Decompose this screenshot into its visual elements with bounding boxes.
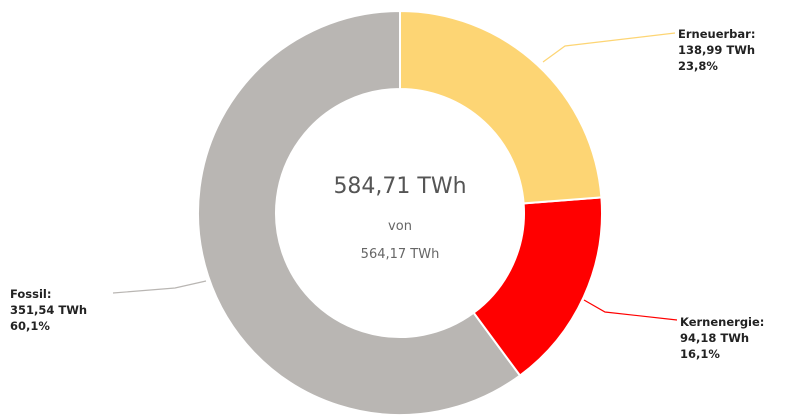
center-total: 584,71 TWh [333,174,466,199]
slice [399,9,603,205]
slice [472,196,603,377]
slice-label: Kernenergie: [680,315,764,329]
slice-percent-label: 60,1% [10,319,50,333]
leader-line [112,280,207,294]
slice-percent-label: 16,1% [680,347,720,361]
slice-label: Erneuerbar: [678,27,755,41]
slice [197,9,522,416]
leader-line [542,32,676,63]
slice-value-label: 94,18 TWh [680,331,749,345]
slice-value-label: 351,54 TWh [10,303,87,317]
slice-percent-label: 23,8% [678,59,718,73]
slice-label: Fossil: [10,287,51,301]
center-of: von [388,219,412,234]
center-reference: 564,17 TWh [361,247,440,262]
slice-value-label: 138,99 TWh [678,43,755,57]
leader-line [583,299,678,321]
